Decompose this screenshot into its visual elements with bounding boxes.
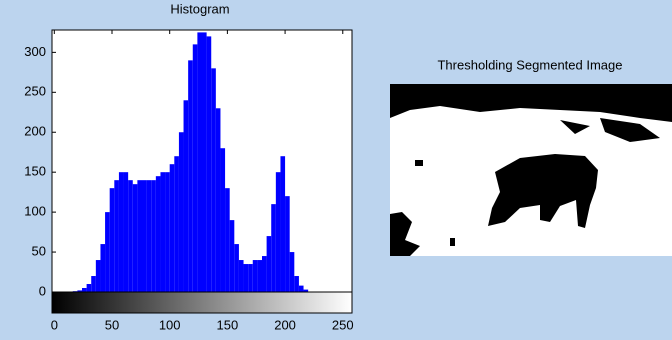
bar <box>133 184 138 292</box>
bar <box>197 32 202 292</box>
bar <box>220 148 225 292</box>
bar <box>188 60 193 292</box>
bar <box>225 188 230 292</box>
bar <box>211 68 216 292</box>
bar <box>174 156 179 292</box>
bar <box>165 172 170 292</box>
bar <box>96 260 101 292</box>
bar <box>82 288 87 292</box>
x-tick-label: 0 <box>51 317 58 332</box>
y-tick-label: 200 <box>24 124 46 139</box>
y-tick-label: 50 <box>32 243 46 258</box>
bar <box>110 188 115 292</box>
image-region <box>415 160 423 166</box>
bar <box>290 252 295 292</box>
x-tick-label: 200 <box>274 317 296 332</box>
bar <box>156 176 161 292</box>
bar <box>267 236 272 292</box>
bar <box>114 180 119 292</box>
segmented-image <box>390 84 672 256</box>
bar <box>124 172 129 292</box>
bar <box>151 180 156 292</box>
bar <box>207 36 212 292</box>
bar <box>142 180 147 292</box>
page: {"chart_data": {"type": "histogram", "ti… <box>0 0 672 340</box>
x-tick-label: 50 <box>105 317 119 332</box>
bar <box>147 180 152 292</box>
y-tick-label: 100 <box>24 204 46 219</box>
x-tick-label: 100 <box>159 317 181 332</box>
bar <box>105 212 110 292</box>
bar <box>216 108 221 292</box>
bar <box>128 180 133 292</box>
image-region <box>450 238 455 246</box>
bar <box>160 172 165 292</box>
bar <box>193 44 198 292</box>
image-title: Thresholding Segmented Image <box>437 57 622 72</box>
x-tick-label: 250 <box>332 317 354 332</box>
chart-title: Histogram <box>170 1 229 16</box>
bar <box>184 100 189 292</box>
bar <box>294 276 299 292</box>
bar <box>179 132 184 292</box>
bar <box>280 156 285 292</box>
bar <box>119 172 124 292</box>
y-tick-label: 300 <box>24 44 46 59</box>
bar <box>257 260 262 292</box>
figure: Histogram Thresholding Segmented Image 0… <box>0 0 672 340</box>
bar <box>239 260 244 292</box>
y-tick-label: 150 <box>24 164 46 179</box>
bar <box>299 286 304 292</box>
bar <box>91 276 96 292</box>
bar <box>285 196 290 292</box>
bar <box>170 164 175 292</box>
bar <box>244 264 249 292</box>
bar <box>276 172 281 292</box>
bar <box>100 244 105 292</box>
bar <box>262 256 267 292</box>
bar <box>87 284 92 292</box>
bar <box>271 204 276 292</box>
y-tick-label: 0 <box>39 283 46 298</box>
colorbar <box>52 292 352 313</box>
bar <box>137 180 142 292</box>
bar <box>234 244 239 292</box>
bar <box>248 264 253 292</box>
x-tick-label: 150 <box>217 317 239 332</box>
bar <box>202 32 207 292</box>
bar <box>230 220 235 292</box>
y-tick-label: 250 <box>24 84 46 99</box>
bar <box>253 260 258 292</box>
